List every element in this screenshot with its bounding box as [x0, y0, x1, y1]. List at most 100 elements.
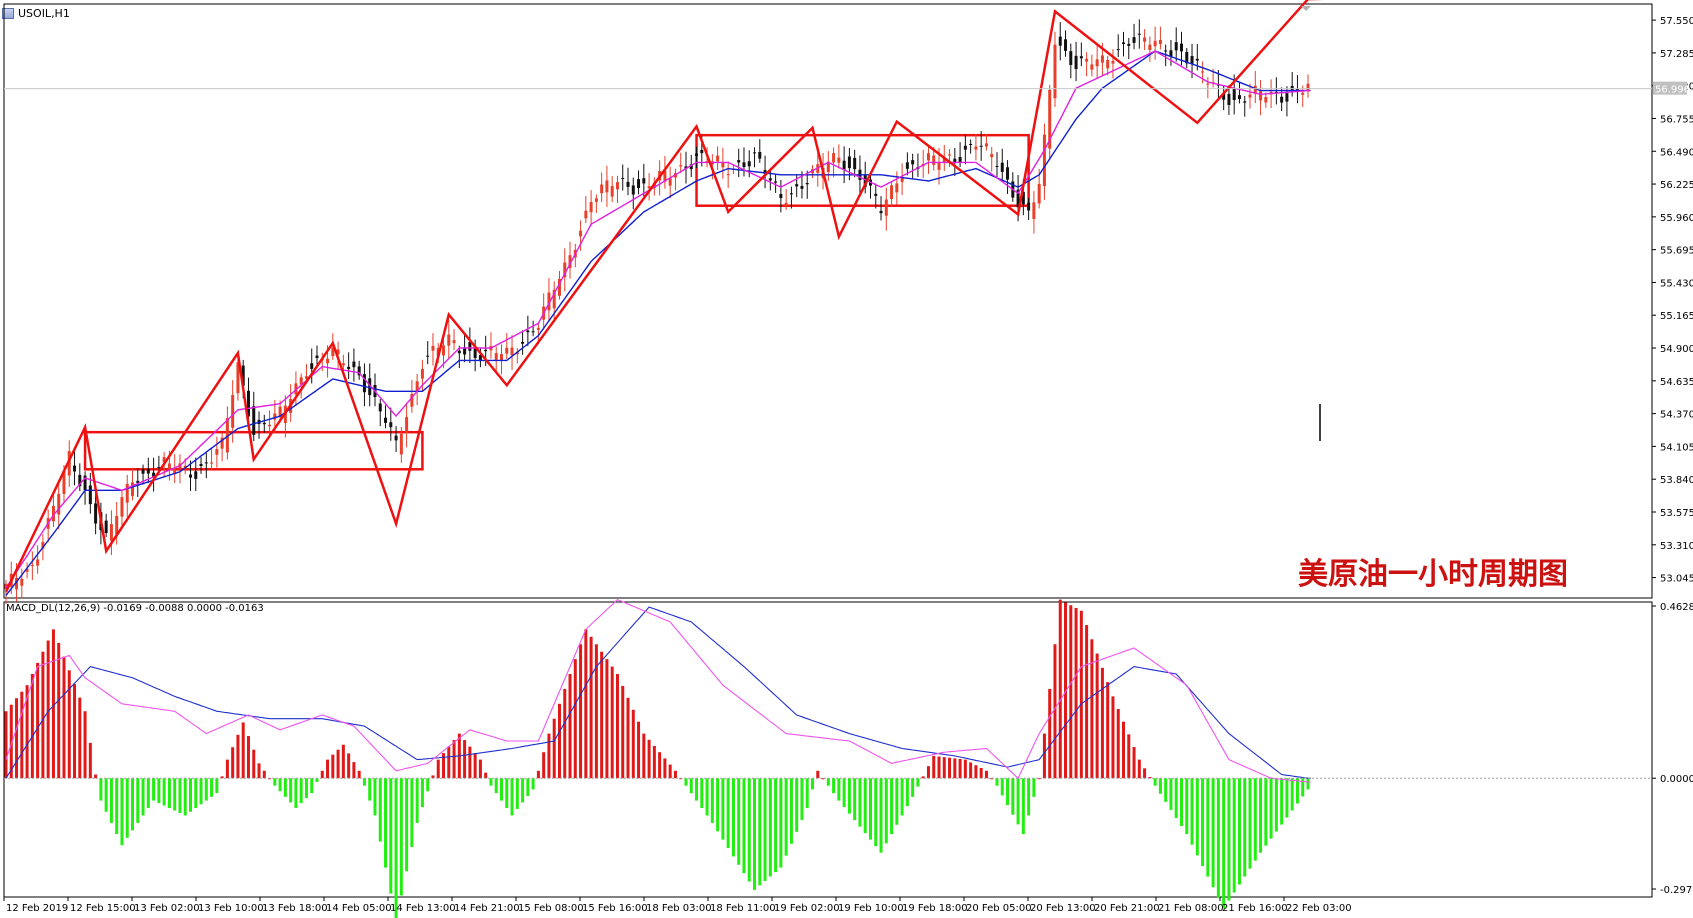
bullish-candle	[268, 424, 272, 427]
macd-histogram-bar-negative	[173, 778, 177, 811]
bullish-candle	[210, 462, 214, 464]
macd-histogram-bar-negative	[1190, 778, 1194, 845]
price-tick-label: 55.430	[1660, 278, 1693, 289]
bearish-candle	[953, 158, 957, 163]
bullish-candle	[1158, 40, 1162, 44]
bearish-candle	[905, 162, 909, 169]
macd-histogram-bar-negative	[373, 778, 377, 816]
macd-indicator-title: MACD_DL(12,26,9) -0.0169 -0.0088 0.0000 …	[6, 603, 264, 614]
time-tick-label: 18 Feb 11:00	[710, 903, 776, 914]
consolidation-box[interactable]	[695, 133, 1030, 207]
bullish-candle	[974, 146, 978, 150]
bearish-candle	[1079, 56, 1083, 59]
bearish-candle	[911, 160, 915, 165]
macd-histogram-bar-negative	[283, 778, 287, 797]
bearish-candle	[362, 374, 366, 393]
bearish-candle	[357, 366, 361, 376]
macd-histogram-bar-positive	[984, 770, 988, 779]
bullish-candle	[499, 354, 503, 361]
price-tick-label: 53.575	[1660, 508, 1693, 519]
shift-marker-icon[interactable]	[1301, 6, 1311, 11]
symbol-header: USOIL,H1	[2, 6, 70, 20]
macd-histogram-bar-positive	[30, 674, 34, 779]
macd-histogram-bar-negative	[1032, 778, 1036, 797]
bullish-candle	[431, 345, 435, 351]
bullish-candle	[932, 155, 936, 165]
macd-histogram-bar-positive	[1095, 653, 1099, 779]
bullish-candle	[405, 417, 409, 433]
macd-tick-label: -0.2976	[1660, 885, 1693, 896]
bullish-candle	[1248, 94, 1252, 98]
bearish-candle	[1027, 202, 1031, 211]
bearish-candle	[521, 341, 525, 344]
bearish-candle	[473, 348, 477, 359]
macd-histogram-bar-negative	[152, 778, 156, 801]
macd-histogram-bar-negative	[210, 778, 214, 797]
bullish-candle	[215, 449, 219, 455]
macd-histogram-bar-positive	[336, 749, 340, 779]
macd-histogram-bar-positive	[252, 749, 256, 779]
price-tick-label: 57.550	[1660, 16, 1693, 27]
bearish-candle	[394, 435, 398, 441]
bullish-candle	[1301, 92, 1305, 95]
macd-histogram-bar-negative	[215, 778, 219, 794]
bullish-candle	[547, 292, 551, 311]
macd-histogram-bar-negative	[399, 778, 403, 896]
bullish-candle	[20, 578, 24, 586]
macd-histogram-bar-negative	[362, 778, 366, 786]
macd-histogram-bar-positive	[78, 697, 82, 779]
price-tick-label: 57.285	[1660, 49, 1693, 60]
macd-histogram-bar-negative	[384, 778, 388, 868]
bullish-candle	[4, 583, 8, 590]
bullish-candle	[452, 340, 456, 344]
macd-histogram-bar-positive	[15, 698, 19, 779]
macd-histogram-bar-negative	[1248, 778, 1252, 869]
macd-histogram-bar-negative	[1185, 778, 1189, 835]
macd-tick-label: 0.0000	[1660, 774, 1693, 785]
macd-histogram-bar-negative	[1006, 778, 1010, 806]
macd-histogram-bar-positive	[436, 759, 440, 779]
price-tick-label: 55.695	[1660, 246, 1693, 257]
macd-histogram-bar-positive	[958, 759, 962, 779]
bullish-candle	[57, 493, 61, 515]
macd-histogram-bar-negative	[420, 778, 424, 808]
macd-histogram-bar-positive	[673, 770, 677, 779]
bullish-candle	[1206, 83, 1210, 85]
macd-histogram-bar-positive	[926, 766, 930, 779]
macd-histogram-bar-negative	[136, 778, 140, 823]
bearish-candle	[637, 179, 641, 189]
zigzag-trend-lines[interactable]	[4, 0, 1403, 593]
bullish-candle	[109, 524, 113, 541]
price-tick-label: 53.310	[1660, 541, 1693, 552]
bearish-candle	[457, 350, 461, 354]
macd-histogram-bar-positive	[41, 651, 45, 779]
bullish-candle	[1100, 55, 1104, 63]
macd-histogram-bar-negative	[1000, 778, 1004, 796]
macd-histogram-bar-negative	[1269, 778, 1273, 839]
macd-histogram-bar-negative	[1169, 778, 1173, 810]
bullish-candle	[663, 170, 667, 182]
bullish-candle	[278, 406, 282, 418]
macd-histogram-bar-positive	[821, 778, 825, 780]
macd-histogram-bar-negative	[731, 778, 735, 857]
macd-histogram-bar-negative	[141, 778, 145, 816]
bearish-candle	[389, 422, 393, 428]
macd-histogram-bar-negative	[294, 778, 298, 809]
macd-histogram-bar-positive	[589, 636, 593, 779]
bearish-candle	[1016, 189, 1020, 208]
bearish-candle	[146, 468, 150, 474]
macd-histogram-bar-positive	[1085, 625, 1089, 779]
bullish-candle	[442, 345, 446, 356]
bearish-candle	[874, 193, 878, 196]
macd-histogram-bar-negative	[1195, 778, 1199, 856]
bearish-candle	[1021, 191, 1025, 205]
price-tick-label: 53.045	[1660, 574, 1693, 585]
macd-histogram-bar-negative	[315, 778, 319, 782]
bearish-candle	[347, 366, 351, 370]
macd-histogram-bar-negative	[405, 778, 409, 872]
bearish-candle	[1232, 89, 1236, 100]
bearish-candle	[73, 465, 77, 472]
bearish-candle	[700, 149, 704, 154]
time-tick-label: 19 Feb 18:00	[902, 903, 968, 914]
